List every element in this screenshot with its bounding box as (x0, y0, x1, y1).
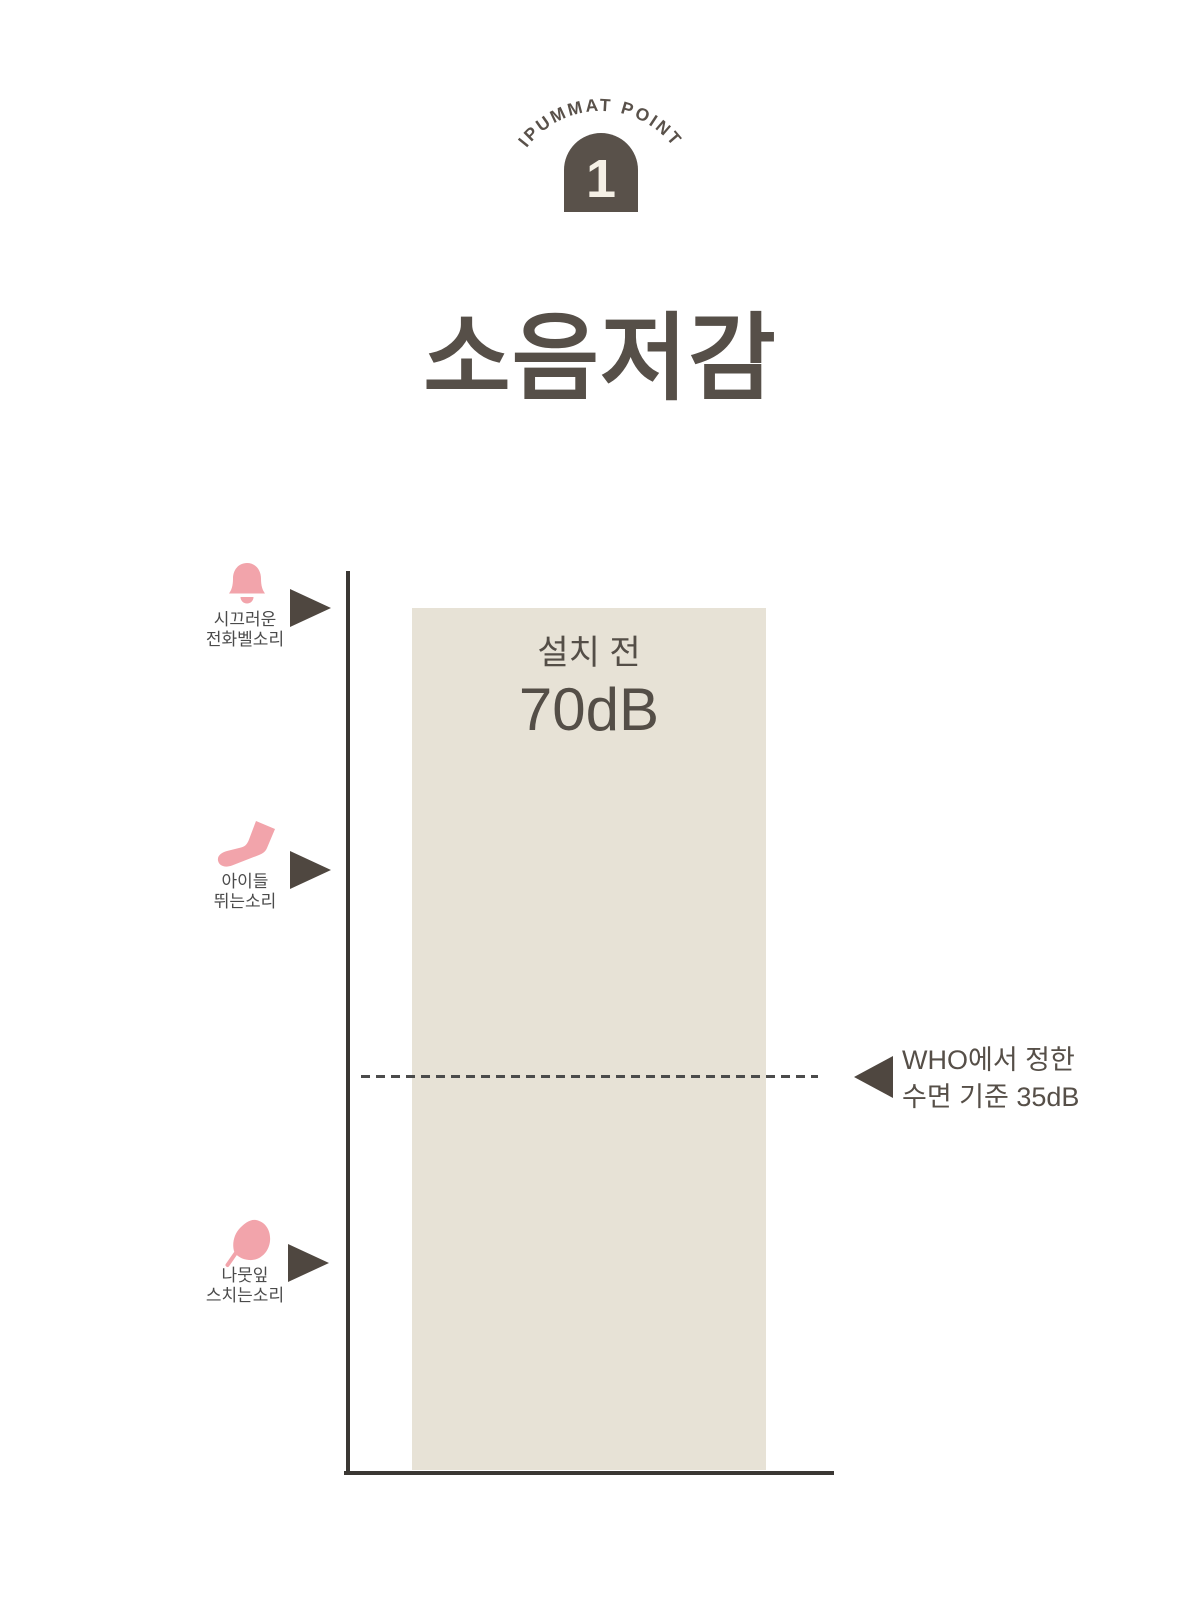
marker-label-line2: 전화벨소리 (205, 630, 285, 649)
right-arrow-icon (290, 589, 331, 627)
bar-label: 설치 전 (537, 634, 641, 672)
right-arrow-icon (288, 1244, 329, 1282)
x-axis (344, 1471, 834, 1475)
y-axis (346, 571, 350, 1475)
marker-label-line2: 스치는소리 (205, 1286, 285, 1305)
badge-arch-shape (564, 133, 638, 212)
marker-label: 나뭇잎 스치는소리 (175, 1266, 315, 1306)
who-note-line2: 수면 기준 35dB (902, 1082, 1080, 1112)
who-reference-line (361, 1075, 818, 1078)
marker-label-line1: 아이들 (221, 872, 269, 891)
right-arrow-icon (290, 851, 331, 889)
marker-label: 시끄러운 전화벨소리 (175, 610, 315, 650)
point-badge: IPUMMAT POINT 1 (514, 95, 684, 212)
marker-label-line1: 나뭇잎 (221, 1266, 269, 1285)
badge-number: 1 (586, 149, 616, 209)
marker-label-line2: 뛰는소리 (213, 892, 277, 911)
leaf-icon (225, 1219, 271, 1267)
marker-label: 아이들 뛰는소리 (175, 872, 315, 912)
bar-value: 70dB (518, 675, 660, 743)
who-note: WHO에서 정한 수면 기준 35dB (902, 1042, 1079, 1116)
bell-icon (229, 563, 265, 604)
page-title: 소음저감 (423, 306, 777, 412)
who-note-line1: WHO에서 정한 (902, 1045, 1075, 1075)
left-arrow-icon (854, 1056, 893, 1098)
marker-label-line1: 시끄러운 (213, 610, 277, 629)
bar-before-install: 설치 전 70dB (412, 608, 766, 1470)
foot-icon (217, 821, 275, 867)
